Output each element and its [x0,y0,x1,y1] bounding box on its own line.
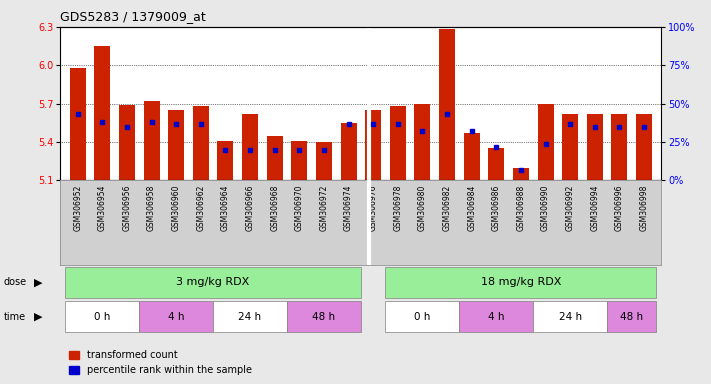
Text: GSM306990: GSM306990 [541,185,550,231]
Bar [287,301,360,332]
Bar [169,110,184,180]
Text: GSM306976: GSM306976 [368,185,378,231]
Text: 0 h: 0 h [94,312,110,322]
Bar [607,301,656,332]
Text: GSM306996: GSM306996 [615,185,624,231]
Text: GSM306978: GSM306978 [393,185,402,231]
Text: 48 h: 48 h [620,312,643,322]
Text: 24 h: 24 h [559,312,582,322]
Bar [385,301,459,332]
Bar [139,301,213,332]
Text: 18 mg/kg RDX: 18 mg/kg RDX [481,277,561,287]
Bar [538,104,553,180]
Text: 24 h: 24 h [238,312,262,322]
Bar [587,114,603,180]
Text: GSM306966: GSM306966 [245,185,255,231]
Text: dose: dose [4,277,27,287]
Bar [562,114,578,180]
Bar [385,267,656,298]
Bar [316,142,332,180]
Text: GSM306968: GSM306968 [270,185,279,231]
Text: ▶: ▶ [34,277,43,287]
Text: GSM306988: GSM306988 [516,185,525,231]
Text: 3 mg/kg RDX: 3 mg/kg RDX [176,277,250,287]
Bar [464,133,480,180]
Text: GSM306974: GSM306974 [344,185,353,231]
Text: GSM306992: GSM306992 [566,185,574,231]
Bar [513,168,529,180]
Bar [95,46,110,180]
Text: GSM306994: GSM306994 [590,185,599,231]
Text: 4 h: 4 h [488,312,505,322]
Bar [390,106,406,180]
Bar [611,114,627,180]
Bar [65,301,139,332]
Text: GSM306982: GSM306982 [442,185,451,231]
Text: GSM306972: GSM306972 [319,185,328,231]
Bar [119,105,135,180]
Bar [193,106,209,180]
Text: GSM306964: GSM306964 [221,185,230,231]
Text: GSM306980: GSM306980 [418,185,427,231]
Bar [533,301,607,332]
Text: GSM306986: GSM306986 [492,185,501,231]
Bar [65,267,360,298]
Bar [70,68,85,180]
Text: GSM306958: GSM306958 [147,185,156,231]
Bar [218,141,233,180]
Text: GSM306962: GSM306962 [196,185,205,231]
Bar [341,123,356,180]
Text: GSM306954: GSM306954 [98,185,107,231]
Legend: transformed count, percentile rank within the sample: transformed count, percentile rank withi… [65,346,255,379]
Text: GSM306960: GSM306960 [171,185,181,231]
Bar [144,101,159,180]
Text: time: time [4,312,26,322]
Bar [365,110,381,180]
Text: 0 h: 0 h [415,312,431,322]
Bar [242,114,258,180]
Bar [267,136,283,180]
Bar [292,141,307,180]
Text: GSM306984: GSM306984 [467,185,476,231]
Text: 48 h: 48 h [312,312,336,322]
Text: GDS5283 / 1379009_at: GDS5283 / 1379009_at [60,10,206,23]
Bar [439,30,455,180]
Text: GSM306998: GSM306998 [639,185,648,231]
Text: GSM306970: GSM306970 [295,185,304,231]
Text: 4 h: 4 h [168,312,184,322]
Bar [636,114,652,180]
Bar [213,301,287,332]
Text: ▶: ▶ [34,312,43,322]
Text: GSM306956: GSM306956 [122,185,132,231]
Text: GSM306952: GSM306952 [73,185,82,231]
Bar [415,104,430,180]
Bar [459,301,533,332]
Bar [488,149,504,180]
